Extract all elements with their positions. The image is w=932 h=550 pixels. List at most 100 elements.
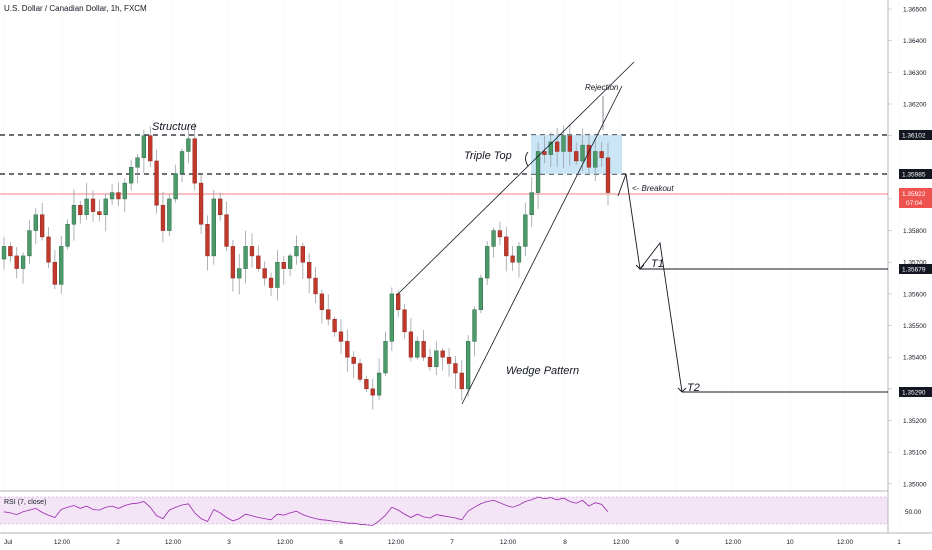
price-axis-tick-label: 1.35800	[903, 228, 927, 235]
candle-up	[478, 277, 483, 310]
price-tag-35679-text: 1.35679	[902, 267, 926, 274]
candle-down	[14, 255, 19, 269]
candle-up	[275, 261, 280, 288]
candle-up	[20, 255, 26, 269]
price-tag-35290-text: 1.35290	[902, 390, 926, 397]
triple-top-bracket	[525, 151, 529, 167]
time-axis-tick-label: 12:00	[54, 539, 71, 546]
candle-down	[504, 236, 509, 257]
candle-down	[554, 141, 560, 152]
candle-up	[561, 135, 566, 152]
time-axis-tick-label: 12:00	[837, 539, 854, 546]
breakout-label: <- Breakout	[632, 184, 674, 193]
candle-down	[160, 205, 166, 231]
time-axis-tick-label: 7	[450, 539, 454, 546]
candle-down	[90, 198, 96, 212]
candle-down	[567, 135, 573, 152]
price-axis-tick-label: 1.35500	[903, 323, 927, 330]
candle-up	[580, 144, 585, 162]
candle-up	[529, 192, 534, 216]
candle-up	[141, 135, 147, 159]
price-axis-tick-label: 1.36400	[903, 38, 927, 45]
time-axis-tick-label: 6	[339, 539, 343, 546]
price-tag-36102-text: 1.36102	[902, 133, 926, 140]
candle-up	[389, 293, 394, 342]
candle-down	[192, 138, 197, 184]
price-axis-tick-label: 1.35600	[903, 291, 927, 298]
candle-down	[338, 331, 344, 342]
candle-down	[326, 309, 331, 320]
candlestick-series	[1, 122, 611, 410]
candle-down	[262, 268, 267, 279]
candle-down	[198, 182, 204, 225]
candle-down	[116, 192, 121, 200]
candle-up	[109, 192, 115, 200]
candle-down	[510, 255, 515, 263]
candle-up	[593, 151, 598, 168]
candle-down	[599, 151, 604, 159]
candle-down	[605, 157, 611, 193]
candle-up	[434, 350, 439, 367]
price-axis-tick-label: 1.36200	[903, 101, 927, 108]
time-axis-tick-label: 9	[675, 539, 679, 546]
price-tag-35985: 1.35985	[899, 169, 932, 179]
candle-down	[542, 151, 547, 155]
candle-up	[129, 167, 134, 184]
candle-up	[237, 268, 242, 279]
candle-down	[370, 388, 375, 396]
candle-up	[535, 151, 541, 193]
candle-down	[446, 356, 452, 364]
candle-up	[173, 173, 178, 200]
candle-up	[59, 246, 64, 285]
candle-down	[249, 246, 255, 257]
candle-down	[78, 205, 83, 216]
time-axis-tick-label: 3	[227, 539, 231, 546]
time-axis-tick-label: 12:00	[165, 539, 182, 546]
t2-label: T2	[687, 382, 700, 394]
time-axis-tick-label: 1	[897, 539, 901, 546]
price-axis-tick-label: 1.35200	[903, 418, 927, 425]
candle-down	[39, 214, 45, 238]
candle-down	[319, 293, 325, 310]
candle-down	[230, 246, 236, 279]
candle-down	[459, 372, 464, 390]
candle-down	[256, 255, 261, 269]
candle-up	[1, 246, 7, 260]
candle-up	[122, 182, 127, 200]
time-axis-tick-label: 12:00	[725, 539, 742, 546]
time-axis-tick-label: 12:00	[277, 539, 294, 546]
candle-down	[268, 277, 274, 288]
structure-label: Structure	[152, 121, 197, 133]
price-axis-tick-label: 1.35700	[903, 260, 927, 267]
candle-up	[84, 198, 89, 216]
time-axis-tick-label: 12:00	[613, 539, 630, 546]
time-axis-tick-label: 2	[116, 539, 120, 546]
price-axis-tick-label: 1.35000	[903, 481, 927, 488]
price-tag-35985-text: 1.35985	[902, 172, 926, 179]
projection-path	[617, 173, 683, 393]
candle-down	[52, 261, 58, 285]
candle-down	[332, 318, 337, 333]
price-tag-36102: 1.36102	[899, 130, 932, 140]
candle-down	[357, 363, 363, 380]
candle-up	[243, 246, 248, 269]
candle-up	[33, 214, 38, 231]
time-axis-tick-label: 12:00	[500, 539, 517, 546]
candle-down	[307, 261, 312, 279]
price-tag-35290: 1.35290	[899, 387, 932, 397]
rsi-indicator-label: RSI (7, close)	[4, 499, 47, 506]
t1-label: T1	[651, 258, 664, 270]
candle-up	[135, 157, 140, 168]
candle-down	[97, 211, 102, 216]
candle-down	[408, 331, 414, 358]
candle-up	[376, 372, 382, 396]
candle-down	[427, 356, 433, 367]
chart-grid	[3, 0, 900, 533]
candle-up	[294, 246, 299, 257]
candle-down	[154, 160, 159, 206]
candle-down	[300, 246, 305, 263]
time-axis-tick-label: 8	[563, 539, 567, 546]
triple-top-label: Triple Top	[464, 150, 512, 162]
candle-up	[27, 230, 32, 257]
